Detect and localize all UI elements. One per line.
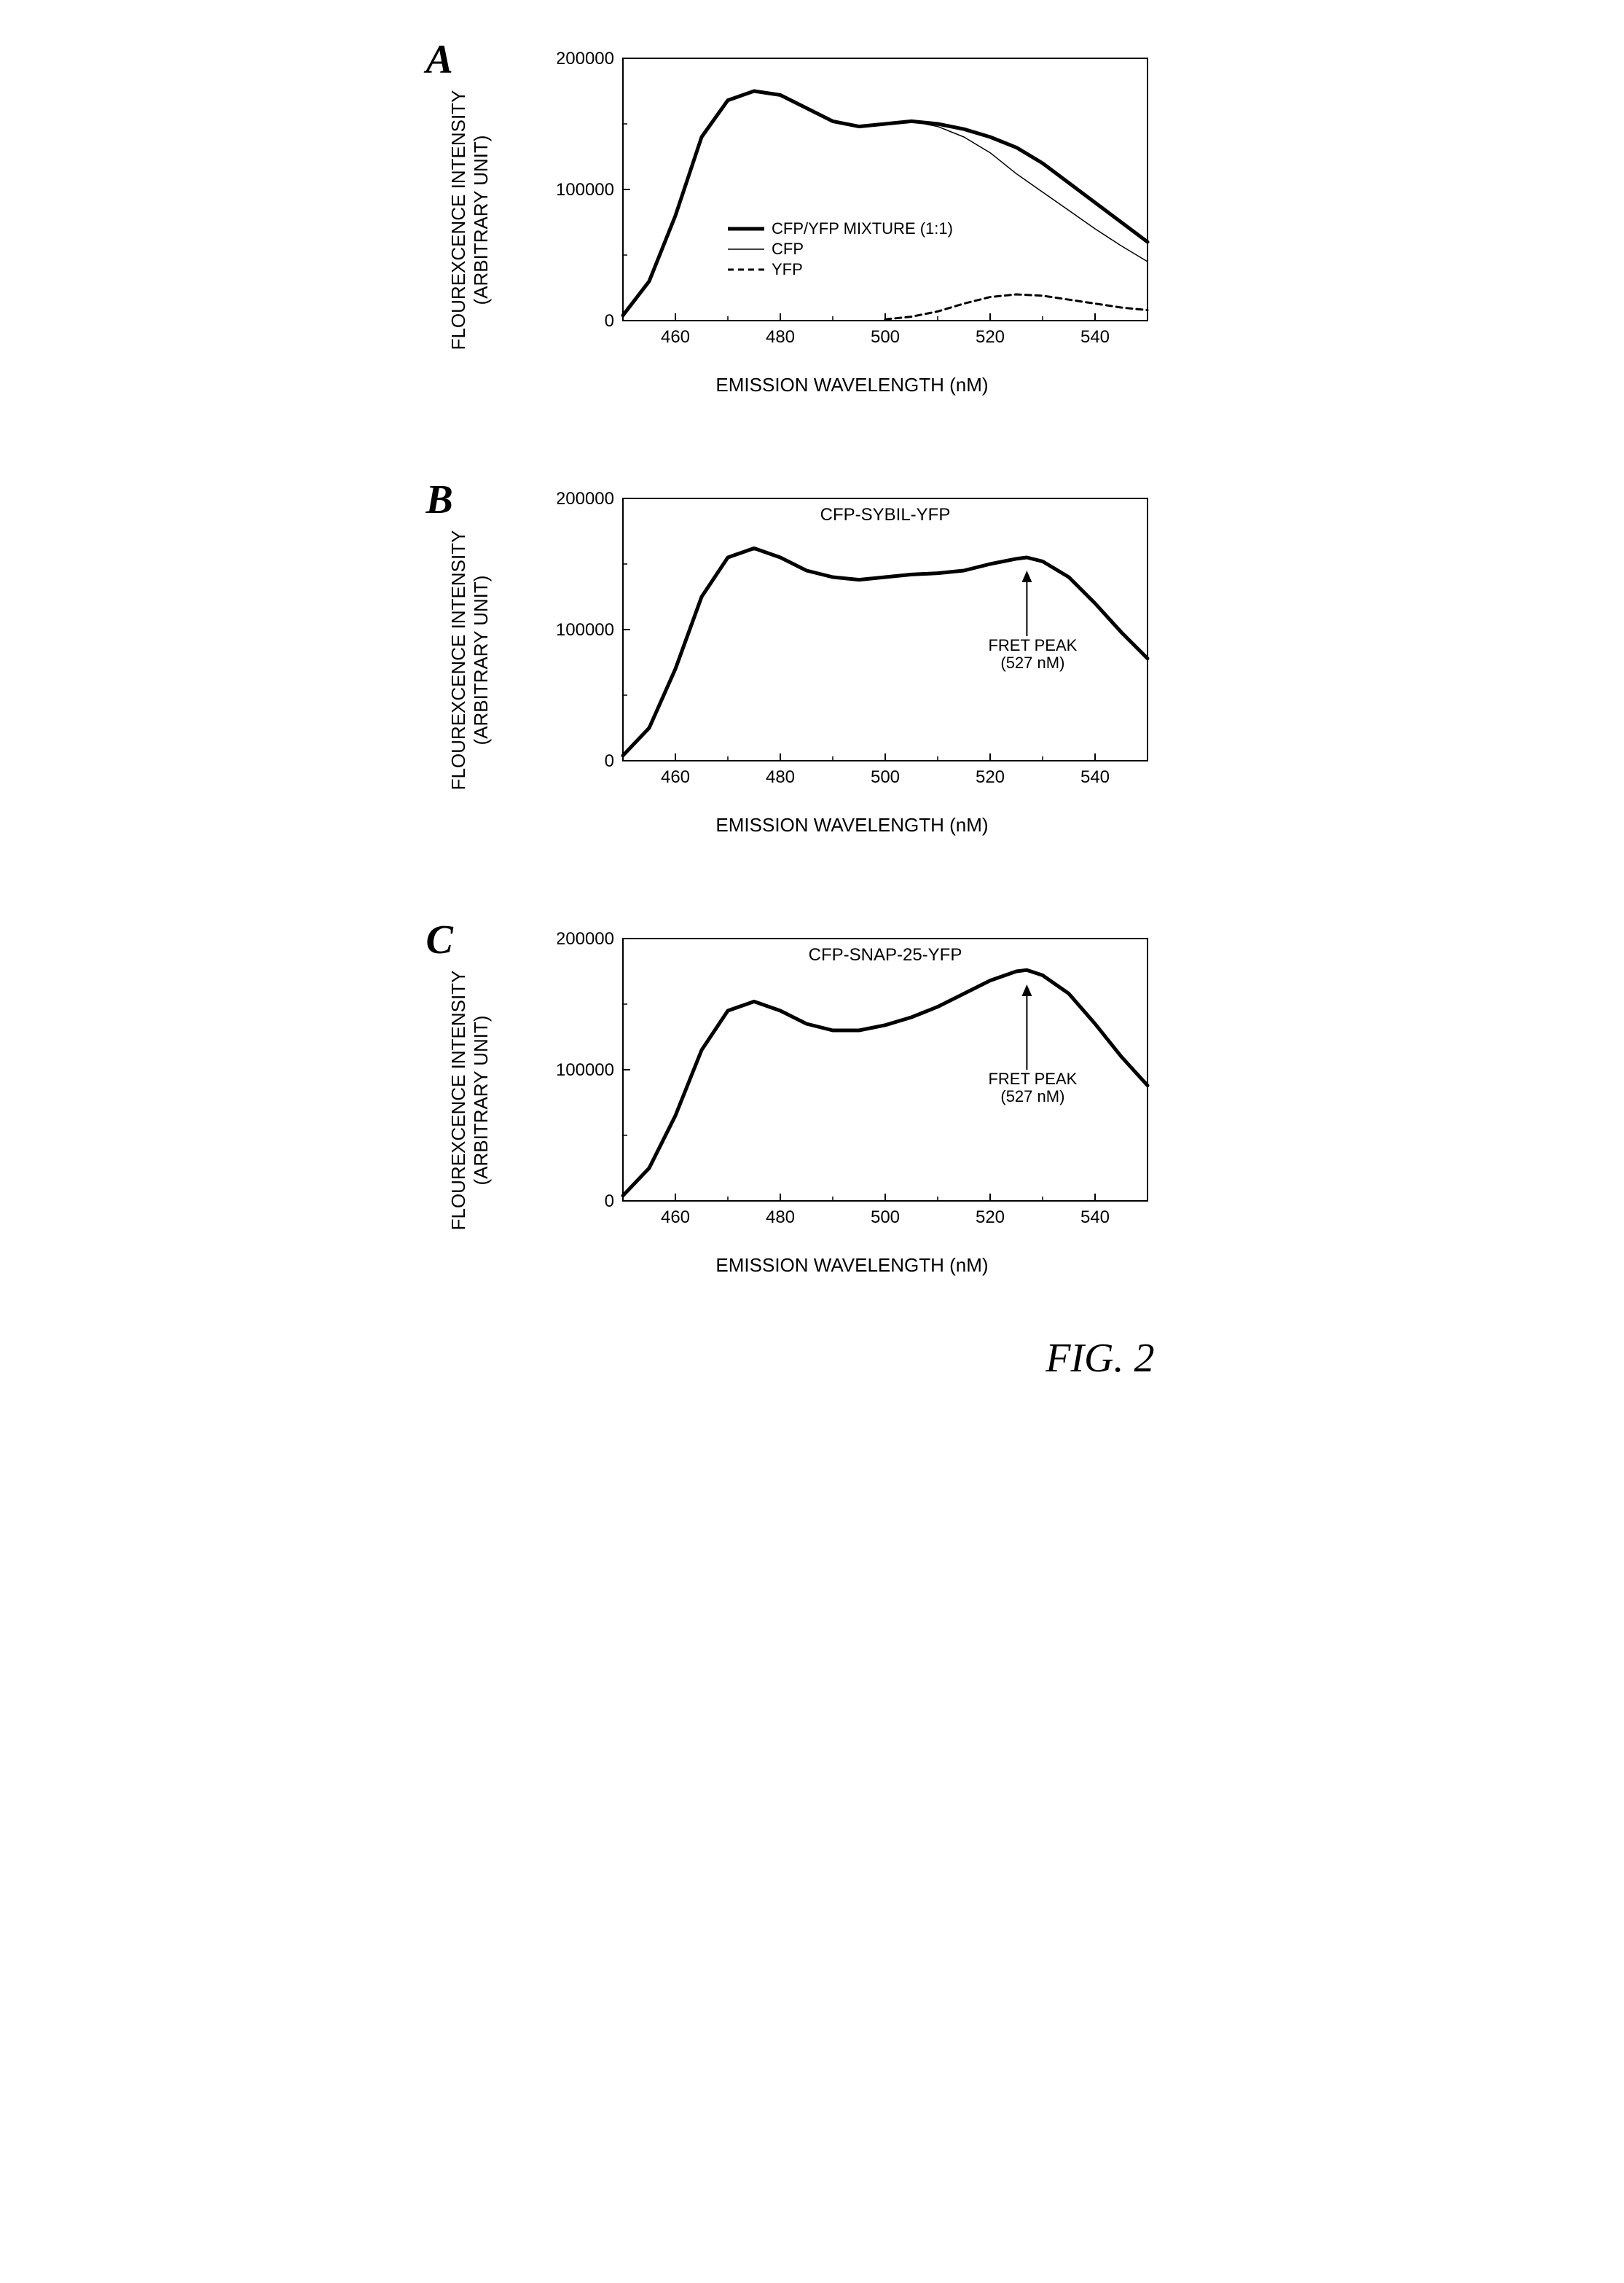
ytick-label: 200000 <box>557 489 614 509</box>
x-axis-label: EMISSION WAVELENGTH (nM) <box>557 814 1148 837</box>
plot-frame <box>623 58 1148 321</box>
ytick-label: 100000 <box>557 620 614 640</box>
xtick-label: 500 <box>870 767 899 787</box>
xtick-label: 520 <box>975 327 1004 347</box>
chart-wrap: FLOUREXCENCE INTENSITY (ARBITRARY UNIT) … <box>557 44 1213 396</box>
ytick-label: 200000 <box>557 929 614 949</box>
legend-label: CFP <box>772 240 804 258</box>
annotation-arrowhead <box>1021 571 1032 582</box>
ytick-label: 0 <box>604 311 613 331</box>
chart-wrap: FLOUREXCENCE INTENSITY (ARBITRARY UNIT) … <box>557 484 1213 837</box>
annotation-text: FRET PEAK <box>988 636 1077 654</box>
annotation-text: (527 nM) <box>1000 1087 1064 1105</box>
x-axis-label: EMISSION WAVELENGTH (nM) <box>557 1254 1148 1277</box>
annotation-text: (527 nM) <box>1000 654 1064 672</box>
panel-title: CFP-SNAP-25-YFP <box>808 945 962 965</box>
xtick-label: 480 <box>765 327 794 347</box>
series-yfp <box>885 294 1148 319</box>
ytick-label: 100000 <box>557 180 614 200</box>
ytick-label: 0 <box>604 1191 613 1211</box>
annotation-text: FRET PEAK <box>988 1070 1077 1088</box>
chart-wrap: FLOUREXCENCE INTENSITY (ARBITRARY UNIT) … <box>557 924 1213 1277</box>
xtick-label: 540 <box>1080 327 1109 347</box>
panel-B: B FLOUREXCENCE INTENSITY (ARBITRARY UNIT… <box>412 484 1213 837</box>
xtick-label: 460 <box>660 1207 689 1227</box>
ytick-label: 200000 <box>557 49 614 68</box>
series-mixture <box>623 91 1148 316</box>
xtick-label: 480 <box>765 1207 794 1227</box>
figure-caption: FIG. 2 <box>412 1335 1213 1382</box>
xtick-label: 520 <box>975 767 1004 787</box>
xtick-label: 520 <box>975 1207 1004 1227</box>
ytick-label: 0 <box>604 751 613 771</box>
legend-label: CFP/YFP MIXTURE (1:1) <box>772 219 953 238</box>
xtick-label: 480 <box>765 767 794 787</box>
panel-title: CFP-SYBIL-YFP <box>820 505 950 525</box>
xtick-label: 500 <box>870 327 899 347</box>
x-axis-label: EMISSION WAVELENGTH (nM) <box>557 374 1148 396</box>
y-axis-label: FLOUREXCENCE INTENSITY (ARBITRARY UNIT) <box>447 955 492 1246</box>
y-axis-label: FLOUREXCENCE INTENSITY (ARBITRARY UNIT) <box>447 74 492 366</box>
chart-svg: 460 480 500 520 540 0 100000 200000 CFP-SYBIL-YF… <box>557 484 1155 804</box>
plot-frame <box>623 498 1148 761</box>
legend-label: YFP <box>772 260 803 278</box>
chart-svg: 460 480 500 520 540 0 100000 200000 CFP-SNAP-25-… <box>557 924 1155 1245</box>
xtick-label: 540 <box>1080 1207 1109 1227</box>
figure-container: A FLOUREXCENCE INTENSITY (ARBITRARY UNIT… <box>412 44 1213 1382</box>
panel-C: C FLOUREXCENCE INTENSITY (ARBITRARY UNIT… <box>412 924 1213 1277</box>
xtick-label: 460 <box>660 327 689 347</box>
xtick-label: 540 <box>1080 767 1109 787</box>
annotation-arrowhead <box>1021 984 1032 996</box>
xtick-label: 500 <box>870 1207 899 1227</box>
chart-svg: 460 480 500 520 540 0 100000 200000 CFP/YFP MIXT… <box>557 44 1155 364</box>
xtick-label: 460 <box>660 767 689 787</box>
panel-A: A FLOUREXCENCE INTENSITY (ARBITRARY UNIT… <box>412 44 1213 396</box>
y-axis-label: FLOUREXCENCE INTENSITY (ARBITRARY UNIT) <box>447 514 492 806</box>
ytick-label: 100000 <box>557 1060 614 1080</box>
